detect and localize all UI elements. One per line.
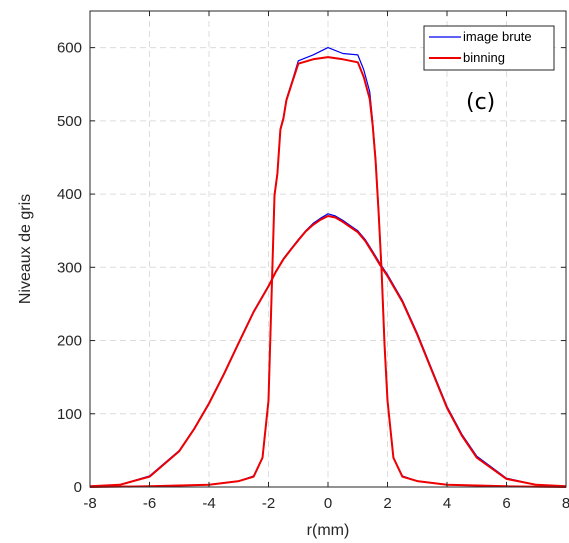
series-line-binning: [89, 215, 567, 488]
plot-background: [90, 11, 566, 487]
y-tick-label: 500: [57, 113, 82, 130]
x-tick-label: 6: [502, 495, 510, 512]
legend-label-binning: binning: [463, 50, 505, 65]
y-axis: 0 100 200 300 400 500 600: [57, 40, 566, 496]
x-tick-label: -4: [202, 495, 215, 512]
legend-box: [423, 25, 555, 71]
y-axis-label: Niveaux de gris: [17, 194, 34, 304]
x-tick-label: -2: [262, 495, 275, 512]
series-layer: [89, 46, 567, 488]
x-tick-label: -8: [83, 495, 96, 512]
y-tick-label: 100: [57, 406, 82, 423]
x-tick-label: 8: [562, 495, 569, 512]
x-tick-label: 2: [383, 495, 391, 512]
legend-label-image-brute: image brute: [463, 29, 532, 44]
series-line-binning: [89, 56, 567, 488]
x-axis: -8 -6 -4 -2 0 2 4 6 8: [83, 11, 569, 512]
y-tick-label: 300: [57, 259, 82, 276]
x-tick-label: 0: [324, 495, 332, 512]
y-tick-label: 0: [74, 479, 82, 496]
legend: image brute binning: [423, 25, 555, 71]
x-tick-label: 4: [443, 495, 451, 512]
x-tick-label: -6: [143, 495, 156, 512]
y-tick-label: 200: [57, 333, 82, 350]
panel-annotation: (c): [466, 90, 495, 115]
y-tick-label: 400: [57, 186, 82, 203]
x-axis-label: r(mm): [307, 522, 350, 539]
y-tick-label: 600: [57, 40, 82, 57]
